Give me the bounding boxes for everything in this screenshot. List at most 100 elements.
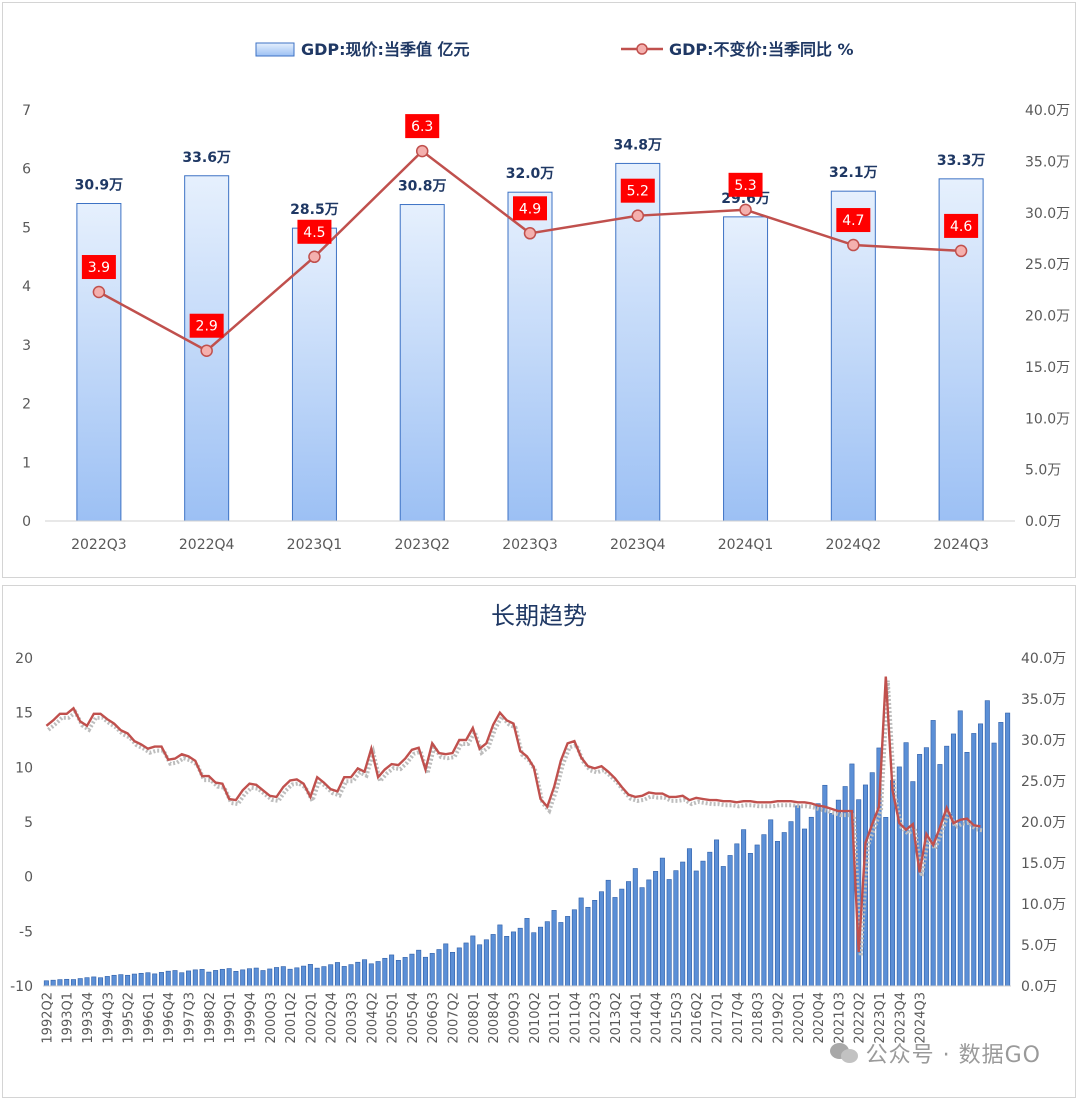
gdp-bar [240,969,246,987]
gdp-bar [321,966,327,987]
gdp-bar [747,853,753,987]
y-left-tick-label: 15 [15,706,33,722]
growth-point [954,244,968,258]
gdp-bar [626,881,632,987]
gdp-bar [856,799,862,987]
y-right-tick-label: 0.0万 [1025,514,1061,530]
x-tick-label: 2012Q3 [589,992,604,1044]
gdp-bar [1005,712,1011,987]
y-right-tick-label: 20.0万 [1021,815,1066,831]
gdp-bar [233,971,239,987]
growth-point [523,227,537,240]
gdp-bar [165,970,171,987]
gdp-bar [605,879,611,987]
y-left-tick-label: 0 [24,870,33,886]
x-tick-label: 2010Q2 [528,992,543,1044]
growth-value-label: 2.9 [196,319,218,335]
gdp-bar [389,954,395,987]
gdp-bar [510,931,516,987]
gdp-bar [399,204,445,522]
gdp-bar [477,944,483,987]
x-tick-label: 1997Q3 [183,992,198,1044]
y-right-tick-label: 10.0万 [1021,897,1066,913]
legend-bar-label: GDP:现价:当季值 亿元 [301,40,470,59]
gdp-bar [436,949,442,987]
gdp-bar [774,841,780,987]
growth-label-box [944,213,979,238]
gdp-bar [192,969,198,987]
growth-value-label: 5.3 [734,178,756,194]
gdp-bar [246,968,252,987]
gdp-bar [802,828,808,987]
x-tick-label: 2024Q3 [914,992,929,1044]
growth-point [631,209,645,222]
growth-line-shadow [47,680,983,957]
gdp-bar [76,203,122,522]
x-tick-label: 2002Q4 [325,992,340,1044]
growth-label-box [513,196,547,221]
x-tick-label: 2024Q2 [826,537,882,553]
legend-line-label: GDP:不变价:当季同比 % [669,40,854,59]
gdp-bar [416,949,422,987]
y-right-tick-label: 20.0万 [1025,309,1070,325]
x-tick-label: 2022Q3 [71,537,127,553]
x-tick-label: 2023Q4 [893,992,908,1044]
gdp-bar [64,978,70,987]
gdp-bar [307,964,313,987]
y-right-tick-label: 35.0万 [1025,154,1070,170]
x-tick-label: 2004Q2 [365,992,380,1044]
gdp-bar [429,953,435,987]
gdp-bar [632,868,638,987]
x-tick-label: 2023Q1 [873,992,888,1044]
x-tick-label: 1992Q2 [40,992,55,1044]
x-tick-label: 2008Q1 [467,992,482,1044]
x-tick-label: 1996Q1 [142,992,157,1044]
gdp-bar [930,720,936,987]
x-tick-label: 2002Q1 [304,992,319,1044]
gdp-bar [267,968,273,987]
x-tick-label: 1995Q2 [122,992,137,1044]
x-tick-label: 2013Q2 [609,992,624,1044]
gdp-bar [869,772,875,987]
gdp-bar [538,926,544,987]
gdp-bar [808,816,814,987]
growth-value-label: 4.7 [842,213,864,229]
gdp-bar [301,965,307,987]
gdp-bar [707,851,713,987]
gdp-bar [883,817,889,987]
y-right-tick-label: 35.0万 [1021,692,1066,708]
gdp-bar [795,805,801,987]
gdp-bar [287,968,293,987]
y-left-tick-label: 5 [24,815,33,831]
x-tick-label: 1993Q4 [81,992,96,1044]
x-tick-label: 2009Q3 [507,992,522,1044]
gdp-bar [910,781,916,987]
y-left-tick-label: -5 [19,924,33,940]
bar-value-label: 33.6万 [182,150,231,166]
growth-label-box [405,114,440,139]
gdp-bar [253,967,259,987]
x-tick-label: 2023Q2 [394,537,450,553]
growth-value-label: 4.9 [519,201,541,217]
gdp-bar [490,934,496,987]
gdp-bar [720,866,726,987]
x-tick-label: 2024Q1 [718,537,774,553]
gdp-bar [104,976,110,987]
gdp-bar [409,953,415,987]
growth-point [739,203,752,217]
x-tick-label: 2017Q1 [711,992,726,1044]
gdp-bar [348,964,354,987]
gdp-bar [294,967,300,987]
gdp-bar [768,819,774,987]
growth-value-label: 4.5 [303,225,325,241]
wechat-icon [829,1041,860,1065]
gdp-bar [653,871,659,987]
x-tick-label: 2014Q4 [650,992,665,1044]
growth-value-label: 4.6 [950,219,972,235]
gdp-bar [723,216,769,522]
growth-label-box [189,313,224,338]
x-tick-label: 1998Q2 [203,992,218,1044]
gdp-bar [443,943,449,987]
y-left-tick-label: 20 [15,651,33,667]
gdp-bar [280,966,286,987]
